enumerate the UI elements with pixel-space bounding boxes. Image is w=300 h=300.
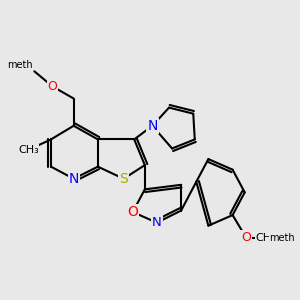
Text: O: O: [48, 80, 57, 93]
Text: CH₃: CH₃: [18, 145, 39, 155]
Text: meth: meth: [269, 233, 295, 243]
Text: S: S: [119, 172, 128, 186]
Text: N: N: [68, 172, 79, 186]
Text: O: O: [127, 205, 138, 219]
Text: N: N: [147, 119, 158, 133]
Text: meth: meth: [7, 60, 33, 70]
Text: CH₃: CH₃: [256, 233, 276, 243]
Text: N: N: [152, 216, 162, 229]
Text: O: O: [241, 231, 251, 244]
